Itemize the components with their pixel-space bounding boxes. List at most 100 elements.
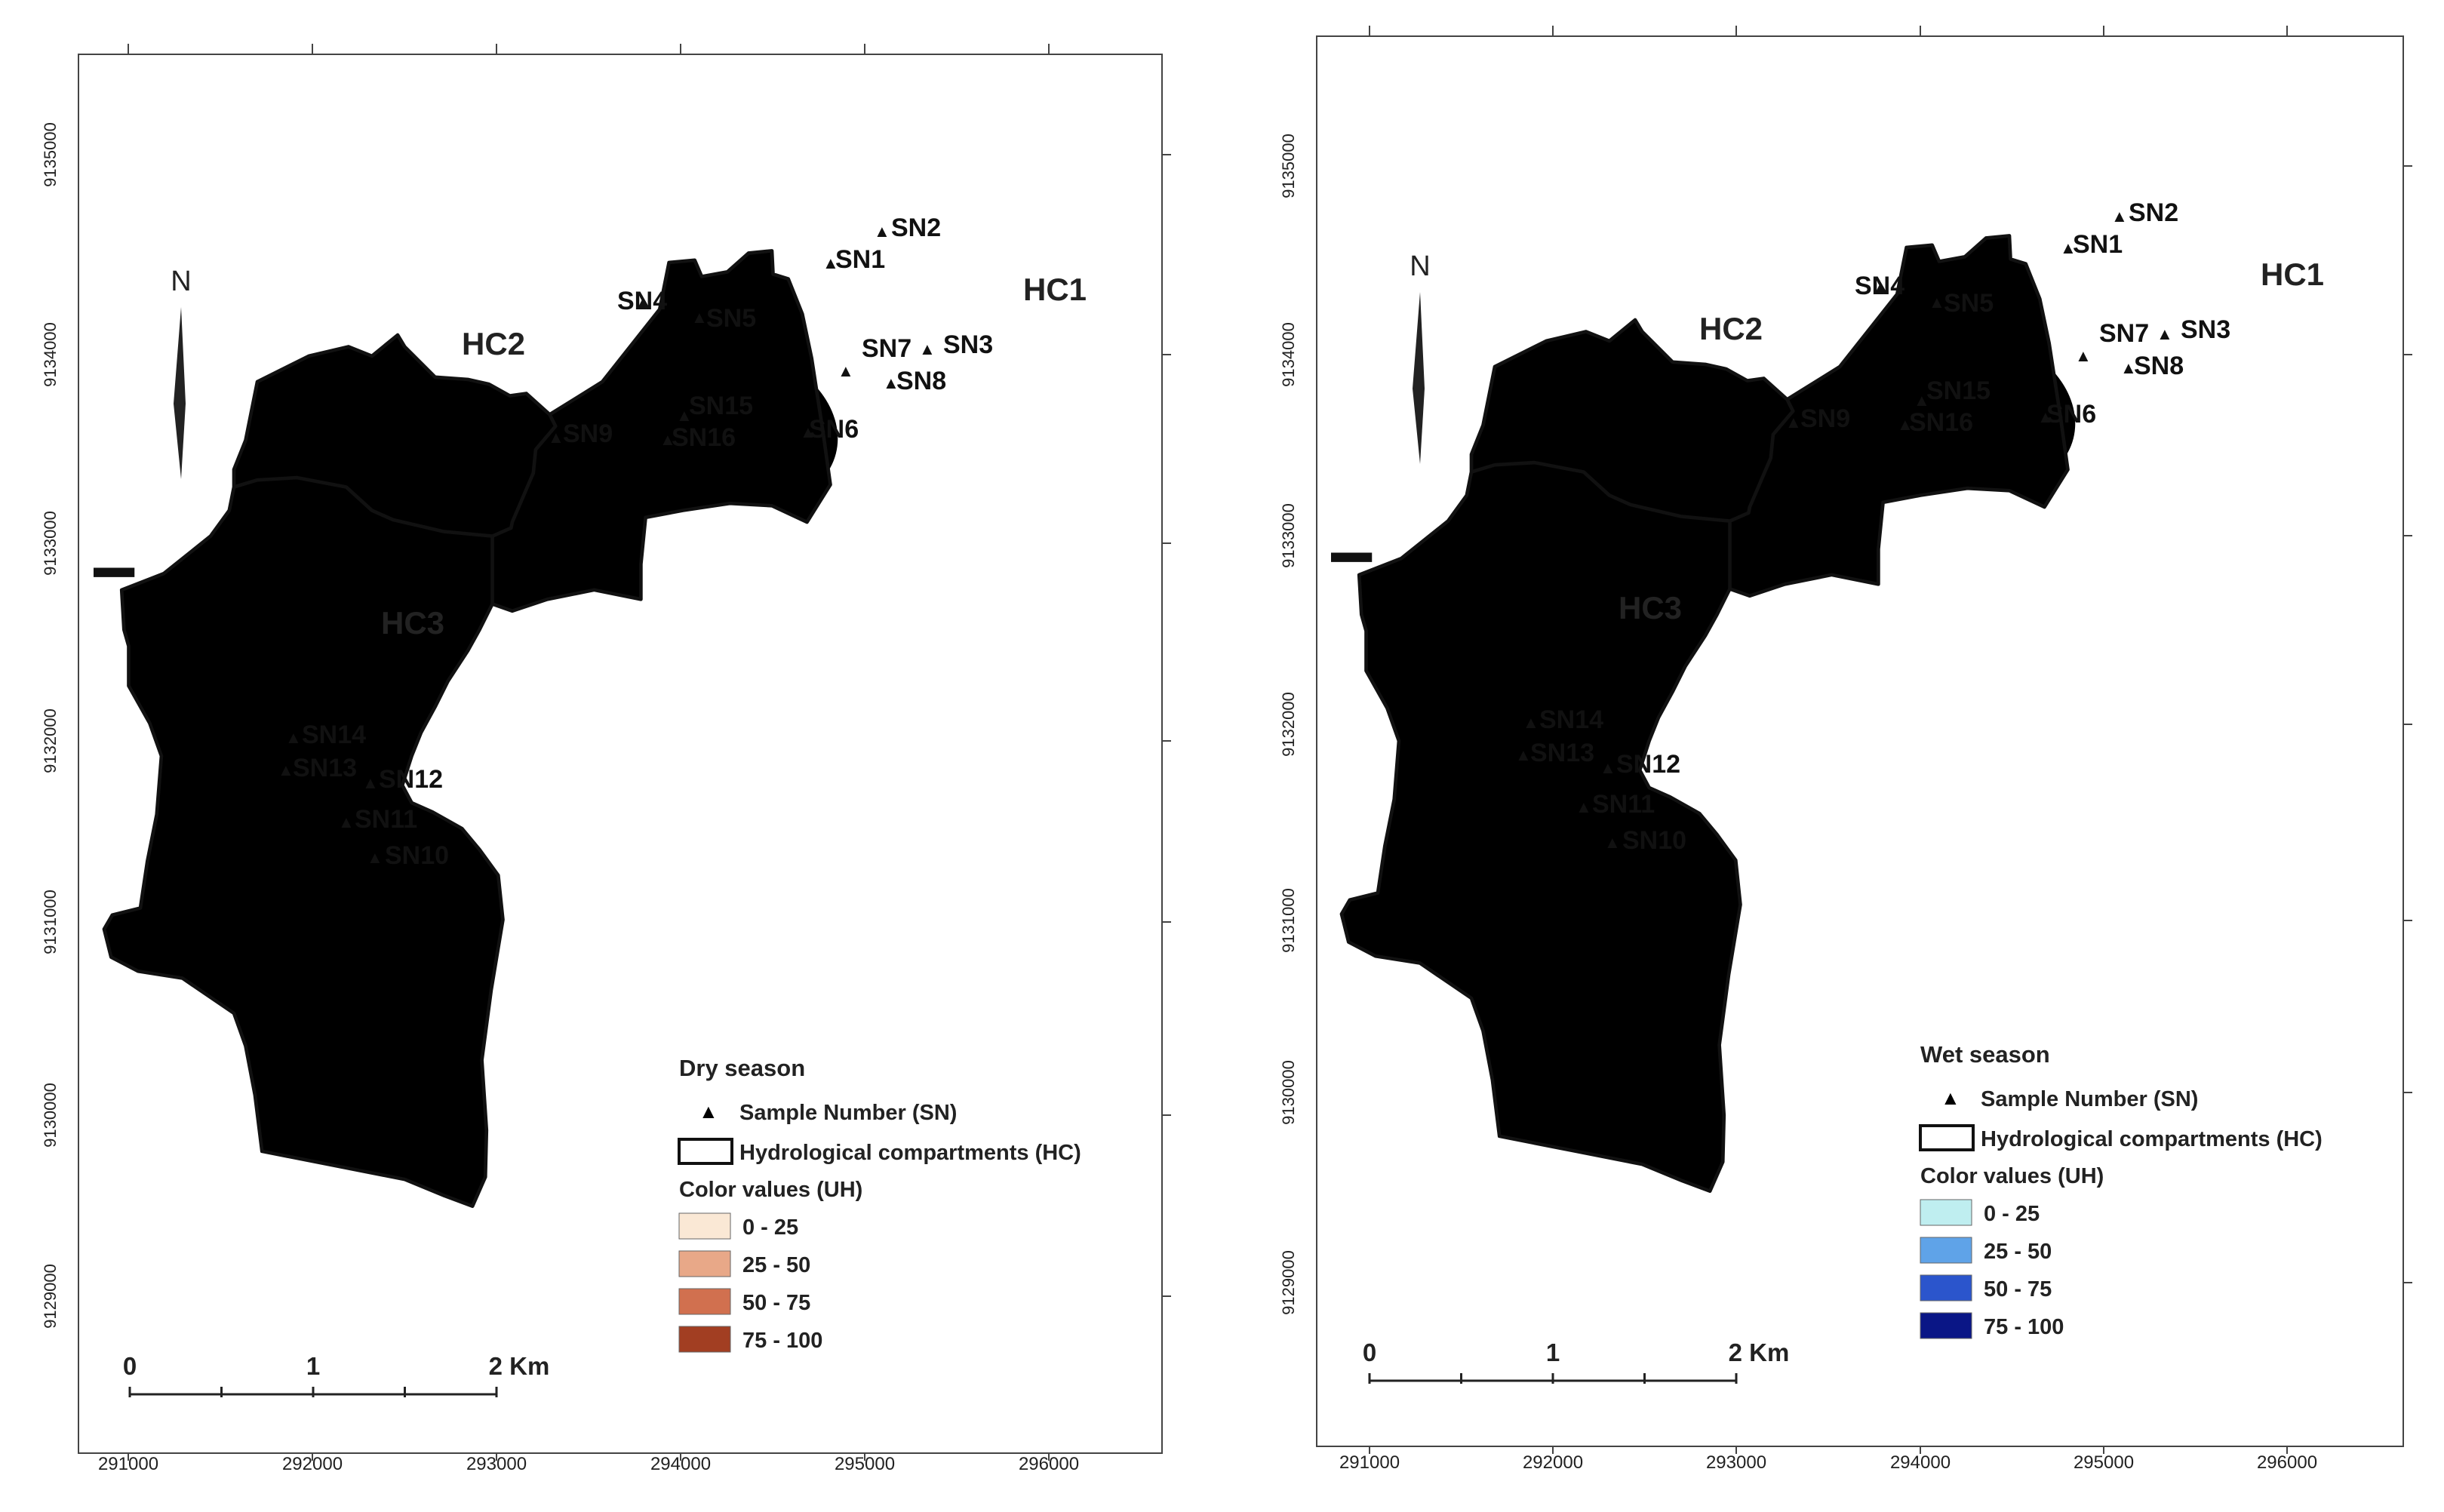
dry-y-tick-label: 9130000 [41, 1083, 60, 1148]
dry-scale-bar-label: 1 [306, 1352, 320, 1380]
wet-scale-bar-label: 1 [1546, 1338, 1560, 1366]
dry-legend-swatch-0 [678, 1212, 731, 1240]
dry-legend-class-label-3: 75 - 100 [742, 1329, 822, 1353]
legend-hc-label: Hydrological compartments (HC) [1981, 1127, 2323, 1151]
wet-sample-label-sn14: SN14 [1539, 705, 1603, 734]
wet-y-tick-label: 9135000 [1279, 134, 1298, 198]
wet-sample-marker-sn5: ▲ [1929, 293, 1945, 312]
wet-sample-marker-sn16: ▲ [1897, 415, 1914, 434]
dry-legend-class-label-1: 25 - 50 [742, 1253, 810, 1277]
wet-sample-label-sn1: SN1 [2073, 230, 2123, 259]
dry-sample-label-sn11: SN11 [355, 805, 417, 834]
wet-sample-marker-sn10: ▲ [1604, 833, 1621, 852]
wet-y-tick-label: 9133000 [1279, 503, 1298, 568]
wet-sample-label-sn7: SN7 [2099, 319, 2149, 348]
legend-hc-swatch [1919, 1124, 1975, 1151]
dry-sample-marker-sn13: ▲ [278, 761, 294, 779]
dry-sample-marker-sn9: ▲ [548, 428, 564, 447]
wet-y-tick-label: 9132000 [1279, 692, 1298, 757]
dry-sample-label-sn8: SN8 [896, 367, 946, 395]
wet-sample-label-sn2: SN2 [2129, 198, 2178, 227]
legend-hc-swatch [678, 1138, 733, 1165]
dry-sample-marker-sn5: ▲ [691, 308, 708, 327]
dry-legend-class-label-2: 50 - 75 [742, 1291, 810, 1315]
dry-x-tick-label: 291000 [98, 1454, 158, 1474]
dry-sample-label-sn12: SN12 [379, 765, 443, 794]
dry-sample-marker-sn4: ▲ [634, 294, 650, 313]
dry-sample-marker-sn14: ▲ [285, 728, 302, 747]
dry-x-tick-label: 292000 [282, 1454, 343, 1474]
dry-north-label: N [171, 266, 191, 297]
wet-sample-label-sn15: SN15 [1926, 376, 1991, 405]
dry-sample-marker-sn8: ▲ [883, 373, 899, 392]
wet-x-tick-label: 294000 [1890, 1452, 1951, 1473]
panel-wet-season: Wet season ▲ Sample Number (SN) Hydrolog… [1316, 35, 2404, 1447]
wet-legend-swatch-2 [1920, 1274, 1972, 1301]
wet-sample-marker-sn1: ▲ [2060, 238, 2077, 257]
dry-scale-bar-label: 0 [123, 1352, 137, 1380]
dry-sample-label-sn6: SN6 [809, 415, 859, 444]
dry-legend-class-label-0: 0 - 25 [742, 1215, 798, 1240]
wet-sample-label-sn4: SN4 [1855, 272, 1904, 300]
wet-compartment-label-hc1: HC1 [2261, 257, 2324, 292]
dry-y-tick-label: 9132000 [41, 708, 60, 773]
wet-north-label: N [1410, 250, 1430, 282]
dry-sample-label-sn9: SN9 [563, 419, 613, 448]
dry-x-tick-label: 295000 [835, 1454, 895, 1474]
dry-legend: Dry season ▲ Sample Number (SN) Hydrolog… [678, 1055, 1081, 1202]
wet-sample-marker-sn3: ▲ [2157, 324, 2173, 343]
wet-sample-label-sn5: SN5 [1944, 289, 1994, 318]
dry-sample-marker-sn11: ▲ [338, 813, 355, 831]
dry-sample-marker-sn15: ▲ [676, 406, 693, 425]
dry-y-tick-label: 9133000 [41, 511, 60, 576]
dry-sample-label-sn7: SN7 [862, 334, 912, 363]
dry-sample-label-sn14: SN14 [302, 721, 366, 749]
dry-sample-label-sn15: SN15 [689, 392, 753, 420]
dry-sample-marker-sn6: ▲ [800, 423, 816, 441]
dry-sample-marker-sn1: ▲ [822, 254, 839, 272]
wet-x-tick-label: 292000 [1523, 1452, 1583, 1473]
wet-sample-marker-sn4: ▲ [1871, 279, 1888, 298]
dry-compartment-label-hc3: HC3 [381, 605, 444, 641]
wet-x-tick-label: 296000 [2257, 1452, 2317, 1473]
dry-y-tick-label: 9131000 [41, 890, 60, 954]
wet-sample-label-sn3: SN3 [2181, 315, 2230, 344]
wet-y-tick-label: 9134000 [1279, 322, 1298, 387]
dry-legend-swatch-1 [678, 1250, 731, 1277]
wet-sample-label-sn9: SN9 [1800, 404, 1850, 433]
dry-sample-label-sn4: SN4 [617, 287, 667, 315]
dry-sample-label-sn13: SN13 [293, 754, 357, 782]
dry-sample-marker-sn10: ▲ [367, 848, 383, 867]
dry-sample-label-sn10: SN10 [385, 841, 449, 870]
wet-x-tick-label: 293000 [1706, 1452, 1766, 1473]
dry-sample-marker-sn16: ▲ [659, 430, 676, 449]
dry-legend-swatch-3 [678, 1326, 731, 1353]
wet-sample-marker-sn14: ▲ [1523, 713, 1539, 732]
dry-y-tick-label: 9134000 [41, 322, 60, 387]
wet-scale-bar-label: 2 Km [1729, 1338, 1790, 1366]
legend-title: Dry season [679, 1055, 805, 1081]
legend-sample-label: Sample Number (SN) [1981, 1087, 2198, 1111]
wet-legend-class-label-3: 75 - 100 [1984, 1315, 2064, 1339]
wet-sample-marker-sn2: ▲ [2111, 207, 2128, 226]
dry-north-arrow-icon [174, 307, 186, 479]
wet-legend: Wet season ▲ Sample Number (SN) Hydrolog… [1919, 1041, 2323, 1188]
wet-x-tick-label: 291000 [1339, 1452, 1400, 1473]
panel-dry-season: Dry season ▲ Sample Number (SN) Hydrolog… [78, 54, 1163, 1454]
wet-sample-label-sn13: SN13 [1530, 739, 1594, 767]
wet-compartment-label-hc2: HC2 [1699, 311, 1763, 346]
wet-compartment-label-hc3: HC3 [1619, 590, 1682, 625]
dry-legend-swatch-2 [678, 1288, 731, 1315]
wet-north-arrow-icon [1413, 292, 1425, 464]
wet-y-tick-label: 9131000 [1279, 888, 1298, 953]
dry-sample-marker-sn12: ▲ [362, 773, 379, 792]
dry-x-tick-label: 296000 [1019, 1454, 1079, 1474]
wet-sample-label-sn8: SN8 [2134, 352, 2184, 380]
wet-scale-bar-label: 0 [1363, 1338, 1376, 1366]
wet-sample-marker-sn8: ▲ [2120, 358, 2137, 377]
dry-sample-label-sn1: SN1 [835, 245, 885, 274]
dry-sample-label-sn16: SN16 [672, 423, 736, 452]
wet-legend-class-label-0: 0 - 25 [1984, 1202, 2040, 1226]
wet-sample-marker-sn11: ▲ [1576, 797, 1592, 816]
